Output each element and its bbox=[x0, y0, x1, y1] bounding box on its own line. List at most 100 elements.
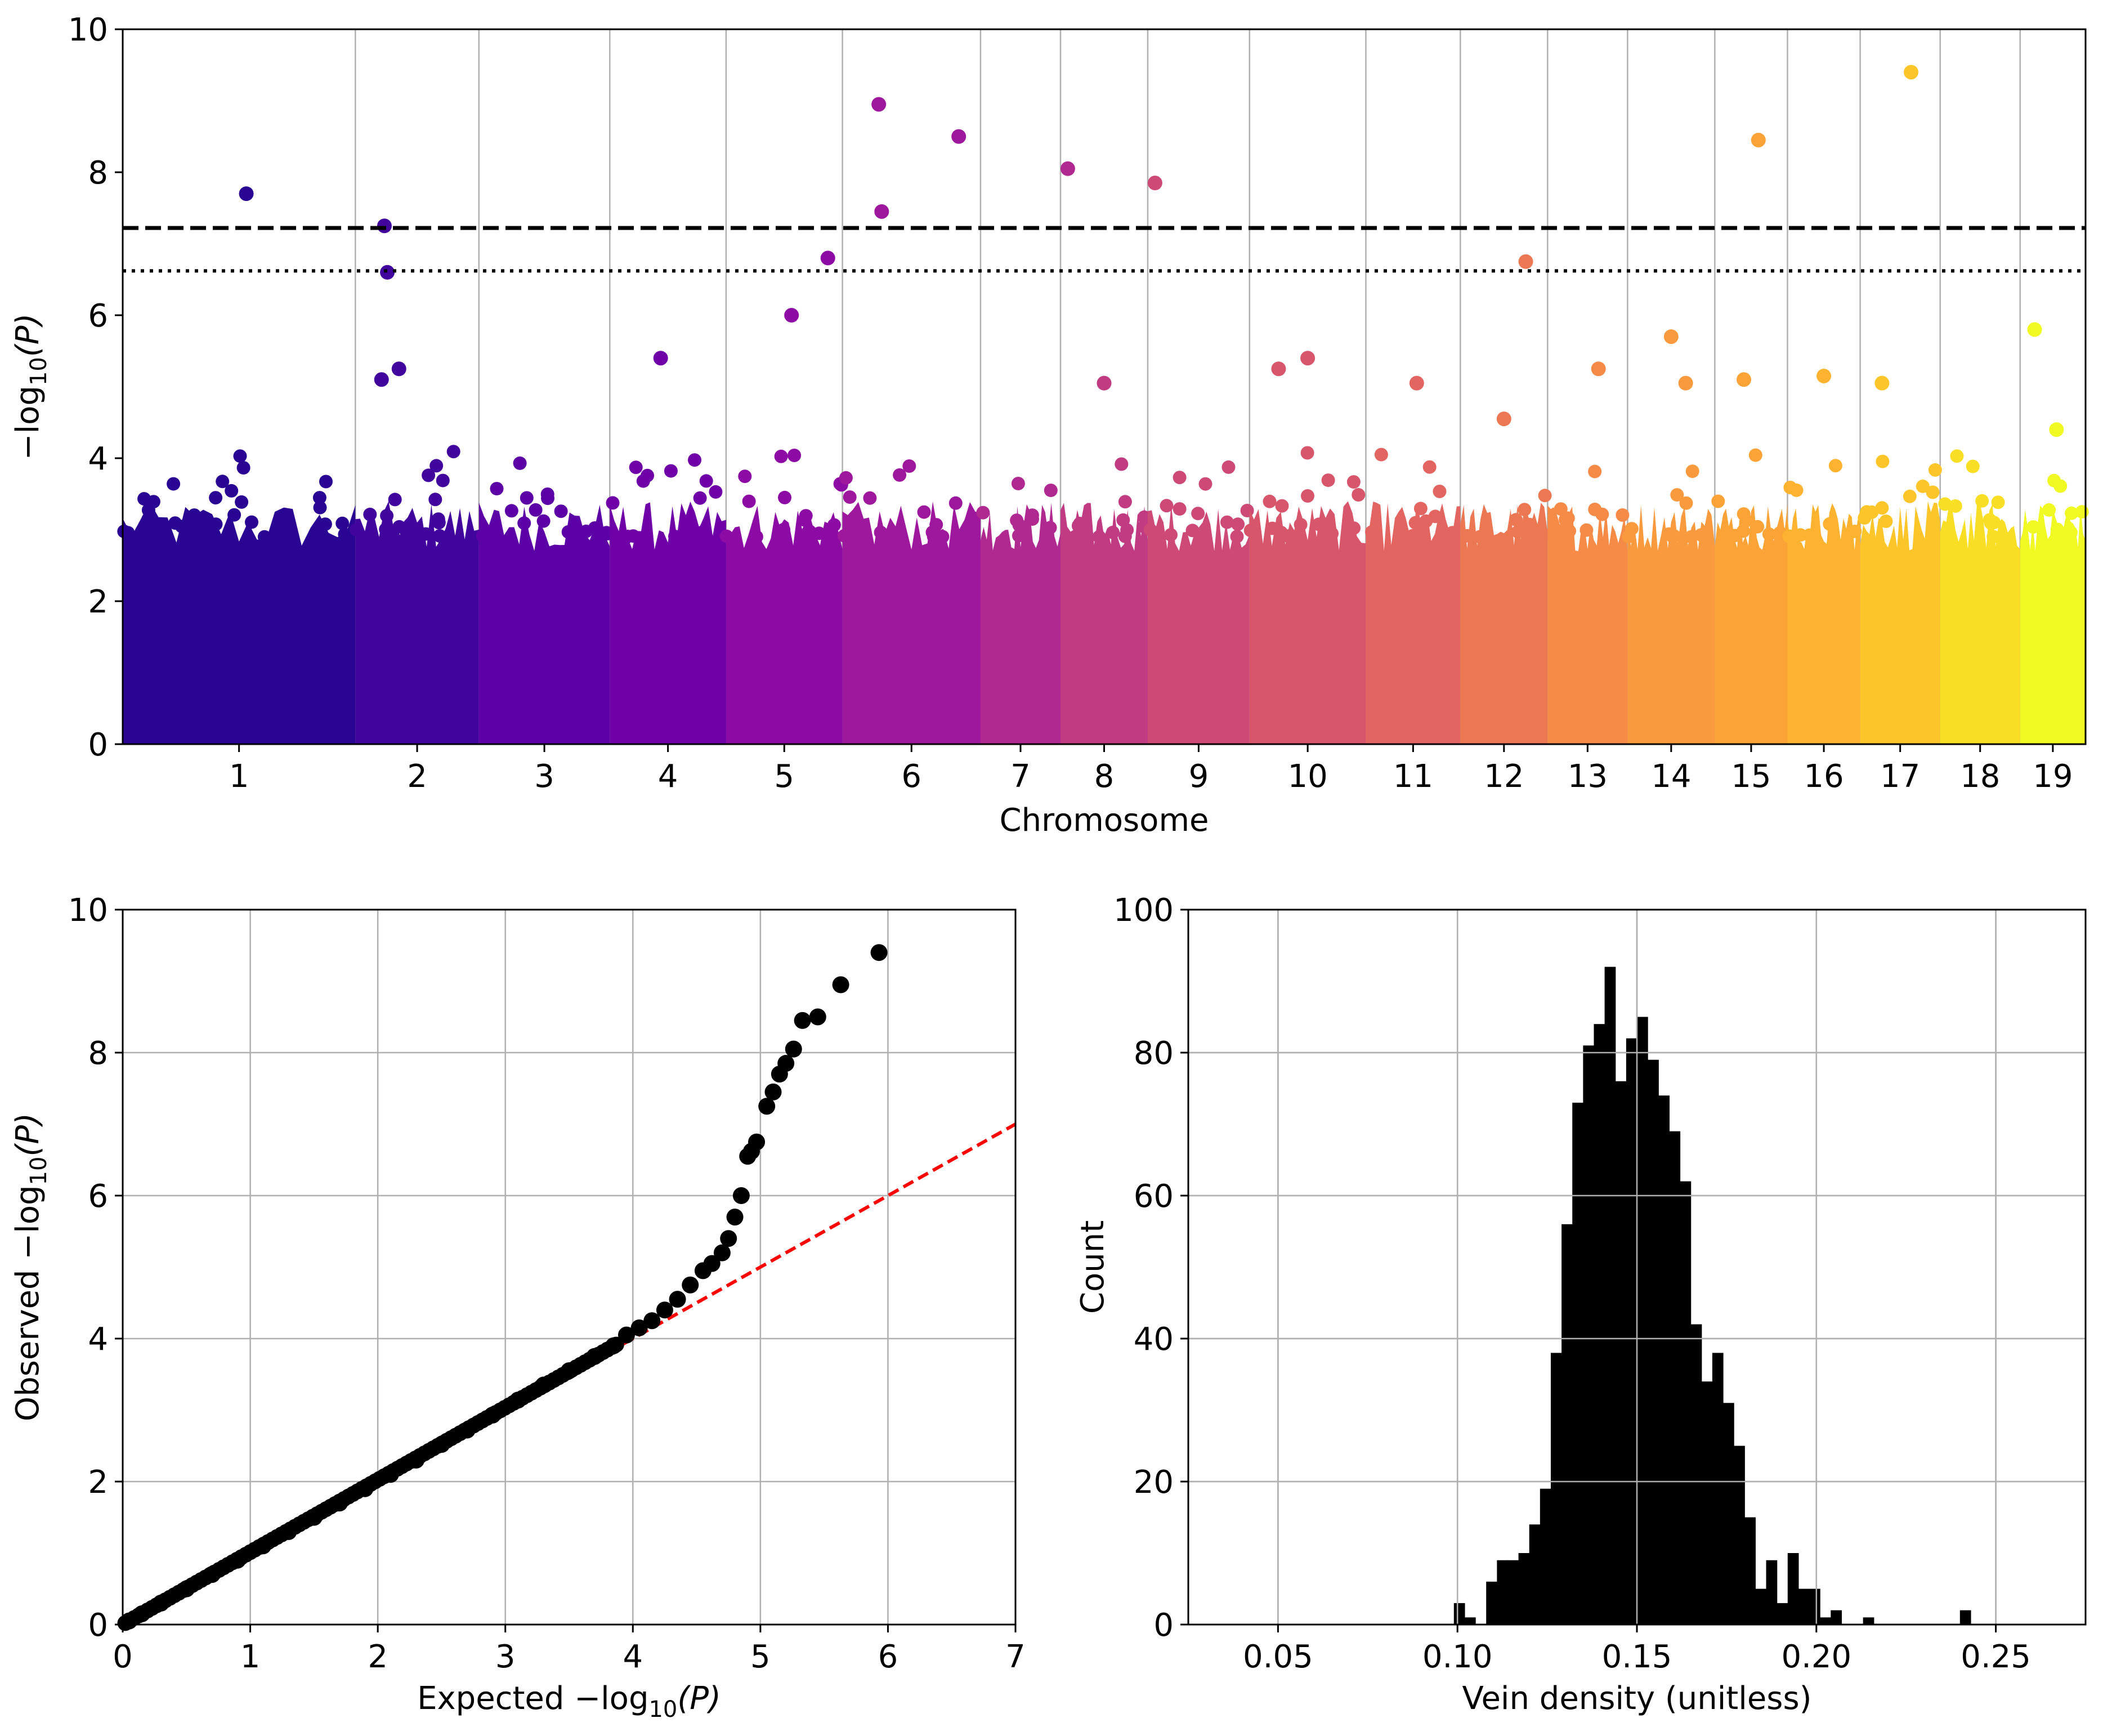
snp-point bbox=[1164, 528, 1178, 542]
x-tick-label: 1 bbox=[229, 758, 249, 795]
qq-point bbox=[720, 1230, 737, 1247]
chromosome-band-9 bbox=[1147, 504, 1250, 744]
snp-point bbox=[1950, 449, 1964, 463]
snp-point bbox=[1118, 495, 1132, 509]
snp-point bbox=[1263, 494, 1277, 508]
snp-point bbox=[1926, 485, 1940, 499]
snp-point bbox=[719, 529, 733, 543]
histogram-bar bbox=[1626, 1038, 1637, 1625]
snp-point bbox=[1580, 523, 1594, 537]
snp-point bbox=[709, 485, 723, 499]
snp-point bbox=[388, 493, 402, 507]
snp-point bbox=[520, 491, 534, 505]
x-tick-label: 0.20 bbox=[1781, 1639, 1851, 1675]
qq-point bbox=[561, 1362, 578, 1380]
qq-point bbox=[870, 944, 888, 961]
snp-point bbox=[1986, 530, 2001, 544]
chromosome-band-1 bbox=[123, 501, 356, 744]
snp-point bbox=[1071, 519, 1085, 533]
snp-point bbox=[313, 500, 327, 514]
qq-point bbox=[605, 1337, 623, 1354]
qq-point bbox=[382, 1466, 399, 1483]
x-tick-label: 7 bbox=[1010, 758, 1031, 795]
snp-point bbox=[1198, 477, 1212, 491]
snp-point bbox=[227, 508, 241, 522]
snp-point bbox=[1523, 517, 1537, 531]
qq-point bbox=[305, 1509, 323, 1526]
qq-point bbox=[785, 1040, 802, 1058]
snp-point bbox=[888, 527, 902, 541]
histogram-y-axis-label: Count bbox=[1075, 1220, 1111, 1314]
notable-snp-point bbox=[377, 218, 392, 234]
snp-point bbox=[621, 530, 635, 543]
snp-point bbox=[827, 518, 841, 532]
snp-point bbox=[541, 491, 554, 505]
chromosome-band-12 bbox=[1460, 503, 1548, 744]
qq-point bbox=[484, 1406, 502, 1424]
snp-point bbox=[692, 526, 706, 540]
snp-point bbox=[1365, 525, 1379, 539]
qq-point bbox=[643, 1312, 661, 1330]
y-tick-label: 100 bbox=[1113, 892, 1174, 929]
histogram-bar bbox=[1755, 1589, 1767, 1625]
chromosome-band-11 bbox=[1366, 502, 1461, 744]
notable-snp-point bbox=[1409, 375, 1424, 391]
snp-point bbox=[787, 449, 802, 462]
snp-point bbox=[1422, 460, 1437, 474]
histogram-bar bbox=[1594, 1024, 1605, 1625]
histogram-bar bbox=[1787, 1553, 1799, 1625]
qq-point bbox=[748, 1133, 766, 1151]
snp-point bbox=[1991, 495, 2005, 509]
snp-point bbox=[1347, 521, 1361, 535]
qq-point bbox=[203, 1566, 221, 1583]
x-tick-label: 15 bbox=[1731, 758, 1771, 795]
snp-point bbox=[529, 503, 543, 517]
qq-plot: 0 2 4 6 8 10 0 1 2 3 4 5 6 7 Expected −log10(P) Obse… bbox=[10, 892, 1026, 1722]
qq-point bbox=[630, 1319, 648, 1336]
snp-point bbox=[1538, 489, 1552, 503]
snp-point bbox=[338, 527, 352, 542]
snp-point bbox=[156, 529, 170, 543]
snp-point bbox=[1948, 499, 1962, 513]
histogram-bar bbox=[1529, 1524, 1541, 1625]
manhattan-points bbox=[239, 65, 2064, 437]
histogram-bar bbox=[1648, 1059, 1659, 1625]
qq-point bbox=[331, 1495, 348, 1512]
snp-point bbox=[1938, 497, 1952, 511]
x-tick-label: 0.25 bbox=[1961, 1639, 2031, 1675]
histogram-bar bbox=[1723, 1403, 1734, 1625]
snp-point bbox=[2065, 506, 2079, 520]
qq-y-ticks: 0 2 4 6 8 10 bbox=[68, 892, 123, 1644]
manhattan-y-axis-label: −log10(P) bbox=[10, 314, 52, 460]
x-tick-label: 9 bbox=[1189, 758, 1209, 795]
snp-point bbox=[319, 475, 333, 489]
snp-point bbox=[2050, 522, 2064, 536]
histogram-bar bbox=[1701, 1381, 1713, 1625]
qq-point bbox=[713, 1244, 731, 1261]
qq-point bbox=[794, 1012, 811, 1029]
x-tick-label: 14 bbox=[1651, 758, 1691, 795]
snp-point bbox=[1670, 488, 1684, 502]
x-tick-label: 6 bbox=[878, 1639, 898, 1675]
notable-snp-point bbox=[1060, 161, 1075, 176]
snp-point bbox=[209, 491, 223, 505]
x-tick-label: 5 bbox=[750, 1639, 771, 1675]
snp-point bbox=[778, 490, 791, 504]
notable-snp-point bbox=[239, 186, 254, 202]
snp-point bbox=[668, 530, 682, 543]
y-tick-label: 40 bbox=[1134, 1321, 1174, 1358]
snp-point bbox=[1294, 518, 1308, 531]
snp-point bbox=[1875, 501, 1889, 515]
histogram-x-axis-label: Vein density (unitless) bbox=[1462, 1680, 1812, 1717]
snp-point bbox=[422, 468, 436, 482]
snp-point bbox=[335, 516, 350, 530]
snp-point bbox=[380, 509, 394, 523]
snp-point bbox=[245, 515, 258, 529]
snp-point bbox=[1173, 471, 1187, 485]
qq-axes-frame bbox=[122, 909, 1017, 1626]
snp-point bbox=[2026, 520, 2041, 534]
snp-point bbox=[1231, 517, 1245, 531]
qq-point bbox=[618, 1326, 635, 1344]
histogram-bar bbox=[1507, 1560, 1519, 1625]
